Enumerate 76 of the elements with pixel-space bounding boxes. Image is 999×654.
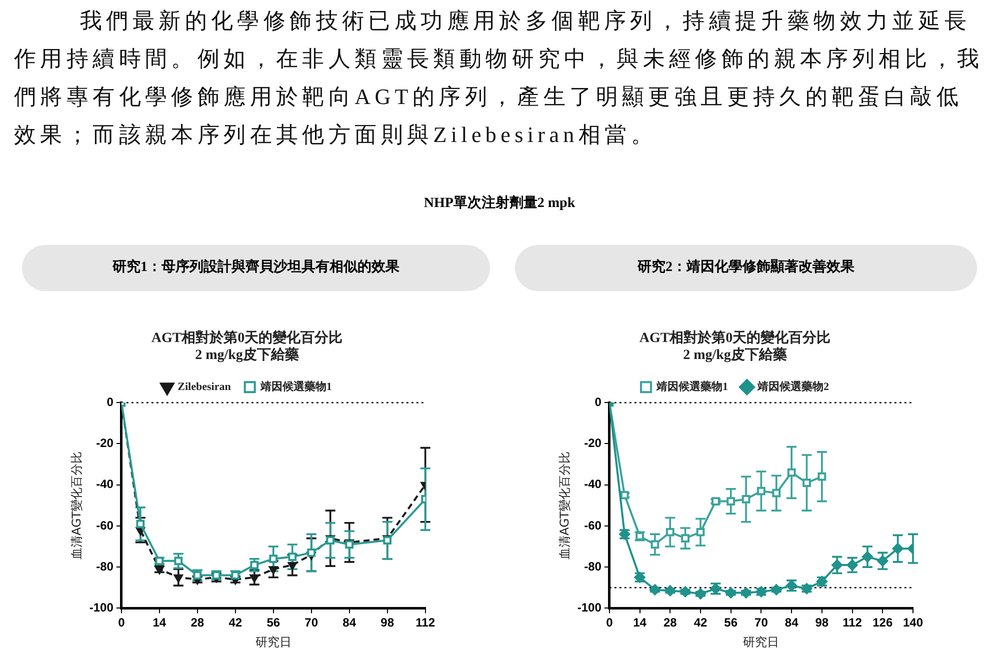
point	[770, 584, 782, 596]
x-tick-label: 28	[190, 616, 204, 630]
point	[892, 543, 904, 554]
y-axis-title: 血清AGT變化百分比	[557, 451, 572, 560]
point	[696, 528, 705, 536]
y-tick-label: -60	[96, 518, 114, 532]
x-tick-label: 14	[633, 616, 647, 630]
text: 我們最新的化學修飾技術已成功應用於多個靶序列，持續提升藥物效力並延長作用持續時間。例如，在非人類靈長類動物研究中，與未經修飾的親本序列相比，我們將專有化學修飾應用於靶向AGT的序列，產生了明顯更強且更持久的靶蛋白敲低效果；而該親本序列在其他方面則與Zilebesiran相當。	[14, 7, 984, 149]
point	[664, 585, 676, 596]
x-tick-label: 112	[416, 616, 436, 630]
x-tick-label: 42	[694, 616, 708, 630]
point	[694, 588, 706, 600]
y-tick-label: -60	[584, 518, 602, 532]
point	[772, 488, 781, 498]
point	[650, 540, 660, 549]
x-tick-label: 98	[815, 616, 829, 630]
point	[288, 562, 297, 570]
x-tick-label: 98	[380, 616, 394, 630]
point	[649, 584, 660, 596]
point	[174, 574, 183, 582]
x-tick-label: 126	[872, 616, 893, 630]
point	[268, 566, 278, 574]
point	[250, 574, 259, 582]
point	[681, 534, 690, 542]
point	[818, 472, 826, 481]
x-tick-label: 56	[266, 616, 280, 630]
x-tick-label: 0	[118, 616, 126, 630]
chart-title: AGT相對於第0天的變化百分比	[639, 329, 831, 346]
x-tick-label: 42	[228, 616, 242, 630]
point	[307, 548, 316, 557]
y-tick-label: -40	[584, 477, 602, 492]
legend-label: 靖因候選藥物2	[756, 380, 830, 393]
point	[740, 587, 752, 598]
point	[787, 468, 796, 477]
y-tick-label: -20	[96, 436, 114, 450]
text: NHP單次注射劑量2 mpk	[422, 194, 576, 212]
y-tick-label: -40	[96, 477, 114, 492]
chart-subtitle: 2 mg/kg皮下給藥	[195, 346, 299, 363]
x-tick-label: 84	[784, 616, 799, 630]
y-tick-label: -100	[89, 600, 114, 615]
y-tick-label: -80	[584, 559, 602, 574]
x-tick-label: 0	[606, 616, 614, 630]
x-tick-label: 70	[754, 616, 768, 630]
y-axis-title: 血清AGT變化百分比	[69, 451, 84, 560]
point	[725, 587, 736, 598]
chart-title: AGT相對於第0天的變化百分比	[151, 329, 343, 346]
y-tick-label: 0	[594, 394, 602, 409]
x-axis-title: 研究日	[743, 634, 780, 649]
point	[288, 552, 297, 561]
point	[680, 586, 691, 598]
chart-subtitle: 2 mg/kg皮下給藥	[683, 346, 787, 363]
text: 研究2：靖因化學修飾顯著改善效果	[515, 245, 977, 291]
point	[802, 478, 811, 487]
x-axis-title: 研究日	[255, 634, 292, 649]
point	[742, 495, 750, 504]
x-tick-label: 112	[842, 616, 862, 630]
x-tick-label: 70	[304, 616, 318, 630]
legend-label: 靖因候選藥物1	[259, 380, 332, 393]
point	[862, 551, 873, 562]
x-tick-label: 84	[342, 616, 356, 630]
point	[269, 554, 278, 564]
y-tick-label: 0	[106, 394, 114, 409]
legend-label: 靖因候選藥物1	[656, 380, 728, 393]
point	[136, 520, 145, 528]
x-tick-label: 140	[902, 616, 924, 630]
legend-label: Zilebesiran	[178, 380, 231, 393]
point	[726, 497, 736, 506]
y-tick-label: -20	[584, 436, 602, 450]
y-tick-label: -100	[577, 600, 602, 615]
y-tick-label: -80	[96, 559, 114, 574]
x-tick-label: 14	[152, 616, 166, 630]
point	[757, 486, 766, 496]
x-tick-label: 56	[724, 616, 738, 630]
text: 研究1：母序列設計與齊貝沙坦具有相似的效果	[22, 245, 490, 291]
point	[666, 528, 674, 536]
x-tick-label: 28	[663, 616, 678, 630]
